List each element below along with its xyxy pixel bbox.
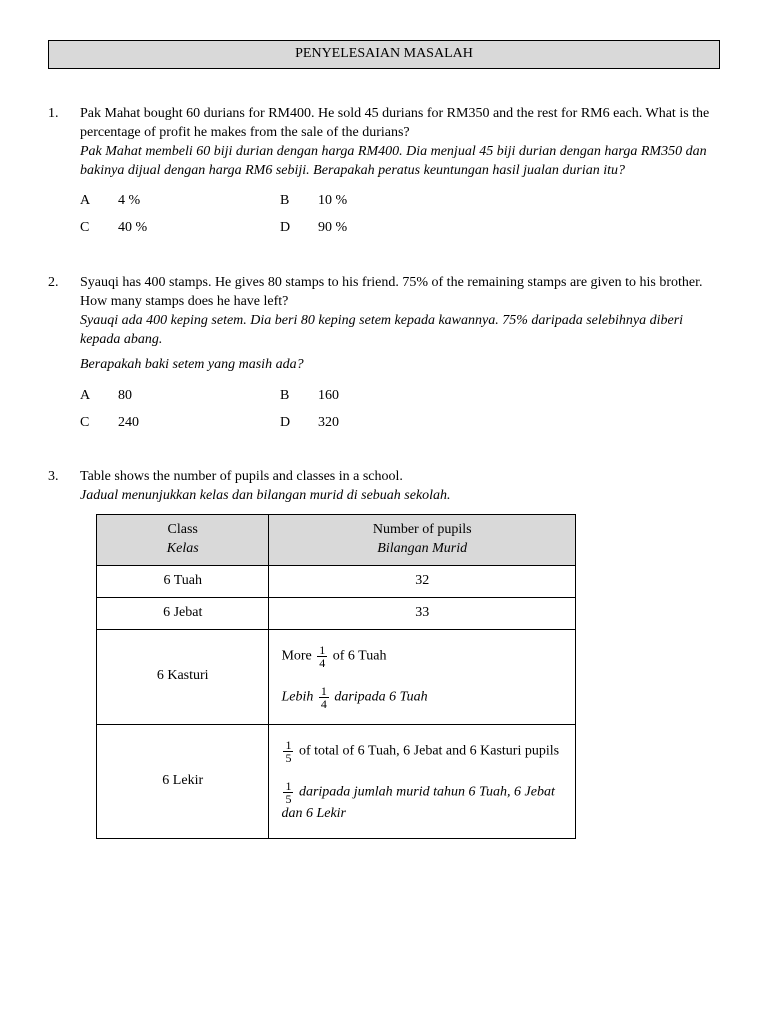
table-row: 6 Kasturi More 14 of 6 Tuah Lebih 14 dar… bbox=[97, 629, 576, 724]
option-d: D90 % bbox=[280, 219, 480, 238]
question-text-my2: Berapakah baki setem yang masih ada? bbox=[80, 356, 720, 375]
question-number: 2. bbox=[48, 274, 80, 440]
option-a: A80 bbox=[80, 387, 280, 406]
col-header-class: Class Kelas bbox=[97, 515, 269, 566]
question-body: Pak Mahat bought 60 durians for RM400. H… bbox=[80, 105, 720, 246]
page-title: PENYELESAIAN MASALAH bbox=[48, 40, 720, 69]
question-text-en: Table shows the number of pupils and cla… bbox=[80, 468, 720, 487]
option-c: C40 % bbox=[80, 219, 280, 238]
question-2: 2. Syauqi has 400 stamps. He gives 80 st… bbox=[48, 274, 720, 440]
question-number: 3. bbox=[48, 468, 80, 506]
question-body: Syauqi has 400 stamps. He gives 80 stamp… bbox=[80, 274, 720, 440]
question-text-en: Pak Mahat bought 60 durians for RM400. H… bbox=[80, 105, 720, 143]
option-d: D320 bbox=[280, 414, 480, 433]
question-3: 3. Table shows the number of pupils and … bbox=[48, 468, 720, 506]
question-body: Table shows the number of pupils and cla… bbox=[80, 468, 720, 506]
question-text-my: Pak Mahat membeli 60 biji durian dengan … bbox=[80, 143, 720, 181]
table-row: 6 Lekir 15 of total of 6 Tuah, 6 Jebat a… bbox=[97, 724, 576, 838]
option-b: B10 % bbox=[280, 192, 480, 211]
question-text-en: Syauqi has 400 stamps. He gives 80 stamp… bbox=[80, 274, 720, 293]
pupils-table: Class Kelas Number of pupils Bilangan Mu… bbox=[96, 514, 576, 838]
options: A4 % B10 % C40 % D90 % bbox=[80, 192, 720, 238]
question-text-en2: How many stamps does he have left? bbox=[80, 293, 720, 312]
worksheet-page: PENYELESAIAN MASALAH 1. Pak Mahat bought… bbox=[0, 0, 768, 887]
table-row: 6 Tuah 32 bbox=[97, 566, 576, 598]
option-c: C240 bbox=[80, 414, 280, 433]
col-header-pupils: Number of pupils Bilangan Murid bbox=[269, 515, 576, 566]
option-a: A4 % bbox=[80, 192, 280, 211]
table-row: 6 Jebat 33 bbox=[97, 597, 576, 629]
question-1: 1. Pak Mahat bought 60 durians for RM400… bbox=[48, 105, 720, 246]
question-text-my: Jadual menunjukkan kelas dan bilangan mu… bbox=[80, 487, 720, 506]
question-text-my: Syauqi ada 400 keping setem. Dia beri 80… bbox=[80, 312, 720, 350]
question-number: 1. bbox=[48, 105, 80, 246]
option-b: B160 bbox=[280, 387, 480, 406]
options: A80 B160 C240 D320 bbox=[80, 387, 720, 433]
